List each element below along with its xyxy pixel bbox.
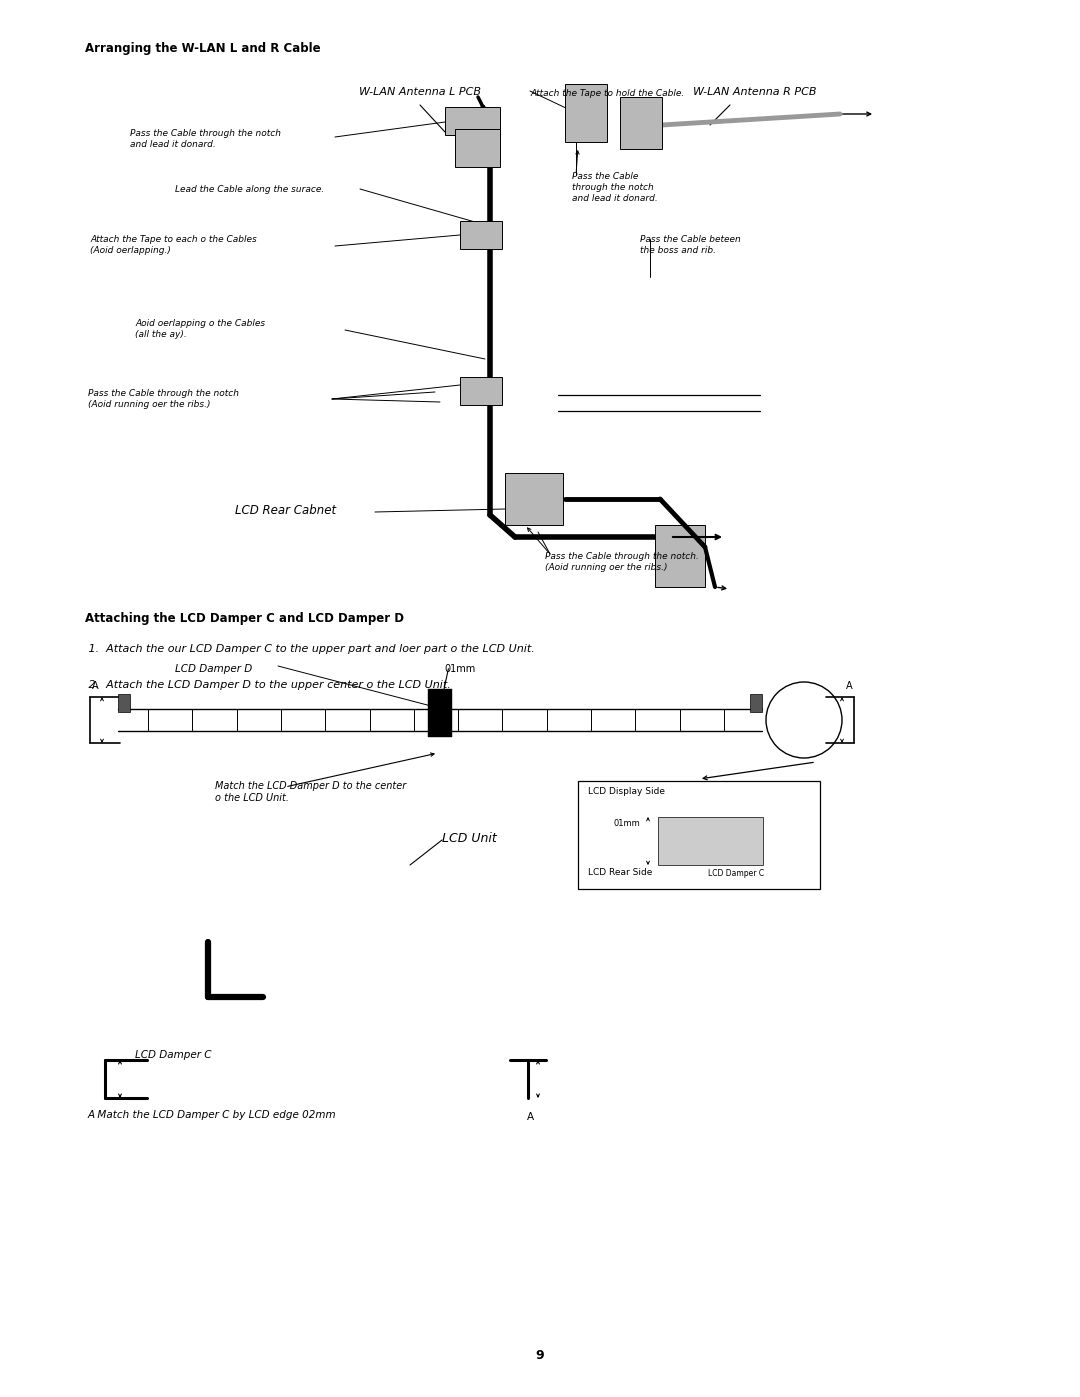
Text: W-LAN Antenna R PCB: W-LAN Antenna R PCB — [693, 87, 816, 96]
Text: LCD Rear Cabnet: LCD Rear Cabnet — [235, 504, 336, 517]
Text: Pass the Cable through the notch
and lead it donard.: Pass the Cable through the notch and lea… — [130, 129, 281, 149]
Text: 2.  Attach the LCD Damper D to the upper center o the LCD Unit.: 2. Attach the LCD Damper D to the upper … — [85, 680, 450, 690]
Bar — [460, 221, 502, 249]
Text: LCD Damper D: LCD Damper D — [175, 664, 253, 673]
Bar — [620, 96, 662, 149]
Text: Match the LCD Damper D to the center
o the LCD Unit.: Match the LCD Damper D to the center o t… — [215, 781, 406, 803]
Bar — [658, 817, 762, 865]
Text: A: A — [92, 680, 98, 692]
Text: 1.  Attach the our LCD Damper C to the upper part and loer part o the LCD Unit.: 1. Attach the our LCD Damper C to the up… — [85, 644, 535, 654]
Text: LCD Unit: LCD Unit — [442, 833, 497, 845]
Bar — [750, 694, 762, 712]
Text: Pass the Cable
through the notch
and lead it donard.: Pass the Cable through the notch and lea… — [572, 172, 658, 203]
Bar — [460, 377, 502, 405]
Bar — [445, 108, 500, 136]
Text: A: A — [846, 680, 852, 692]
Text: Pass the Cable through the notch
(Aoid running oer the ribs.): Pass the Cable through the notch (Aoid r… — [87, 388, 239, 409]
Text: Attach the Tape to each o the Cables
(Aoid oerlapping.): Attach the Tape to each o the Cables (Ao… — [90, 235, 257, 256]
Text: 9: 9 — [536, 1350, 544, 1362]
Bar — [428, 689, 453, 738]
Bar — [565, 84, 607, 142]
Bar — [654, 525, 705, 587]
Bar — [505, 474, 563, 525]
Bar — [455, 129, 500, 168]
Text: LCD Rear Side: LCD Rear Side — [588, 868, 652, 877]
Text: Aoid oerlapping o the Cables
(all the ay).: Aoid oerlapping o the Cables (all the ay… — [135, 319, 265, 339]
Text: Attach the Tape to hold the Cable.: Attach the Tape to hold the Cable. — [530, 89, 685, 98]
Text: LCD Damper C: LCD Damper C — [135, 1051, 212, 1060]
Text: Lead the Cable along the surace.: Lead the Cable along the surace. — [175, 184, 324, 194]
Text: Pass the Cable beteen
the boss and rib.: Pass the Cable beteen the boss and rib. — [640, 235, 741, 256]
Bar — [118, 694, 130, 712]
Text: A Match the LCD Damper C by LCD edge 02mm: A Match the LCD Damper C by LCD edge 02m… — [87, 1111, 337, 1120]
Text: LCD Display Side: LCD Display Side — [588, 787, 665, 796]
Text: LCD Damper C: LCD Damper C — [708, 869, 765, 877]
Bar — [578, 781, 820, 888]
Text: 01mm: 01mm — [613, 819, 639, 828]
Text: W-LAN Antenna L PCB: W-LAN Antenna L PCB — [359, 87, 481, 96]
Text: Pass the Cable through the notch.
(Aoid running oer the ribs.): Pass the Cable through the notch. (Aoid … — [545, 552, 699, 573]
Text: A: A — [526, 1112, 534, 1122]
Text: Arranging the W-LAN L and R Cable: Arranging the W-LAN L and R Cable — [85, 42, 321, 54]
Text: 01mm: 01mm — [444, 664, 475, 673]
Text: Attaching the LCD Damper C and LCD Damper D: Attaching the LCD Damper C and LCD Dampe… — [85, 612, 404, 624]
